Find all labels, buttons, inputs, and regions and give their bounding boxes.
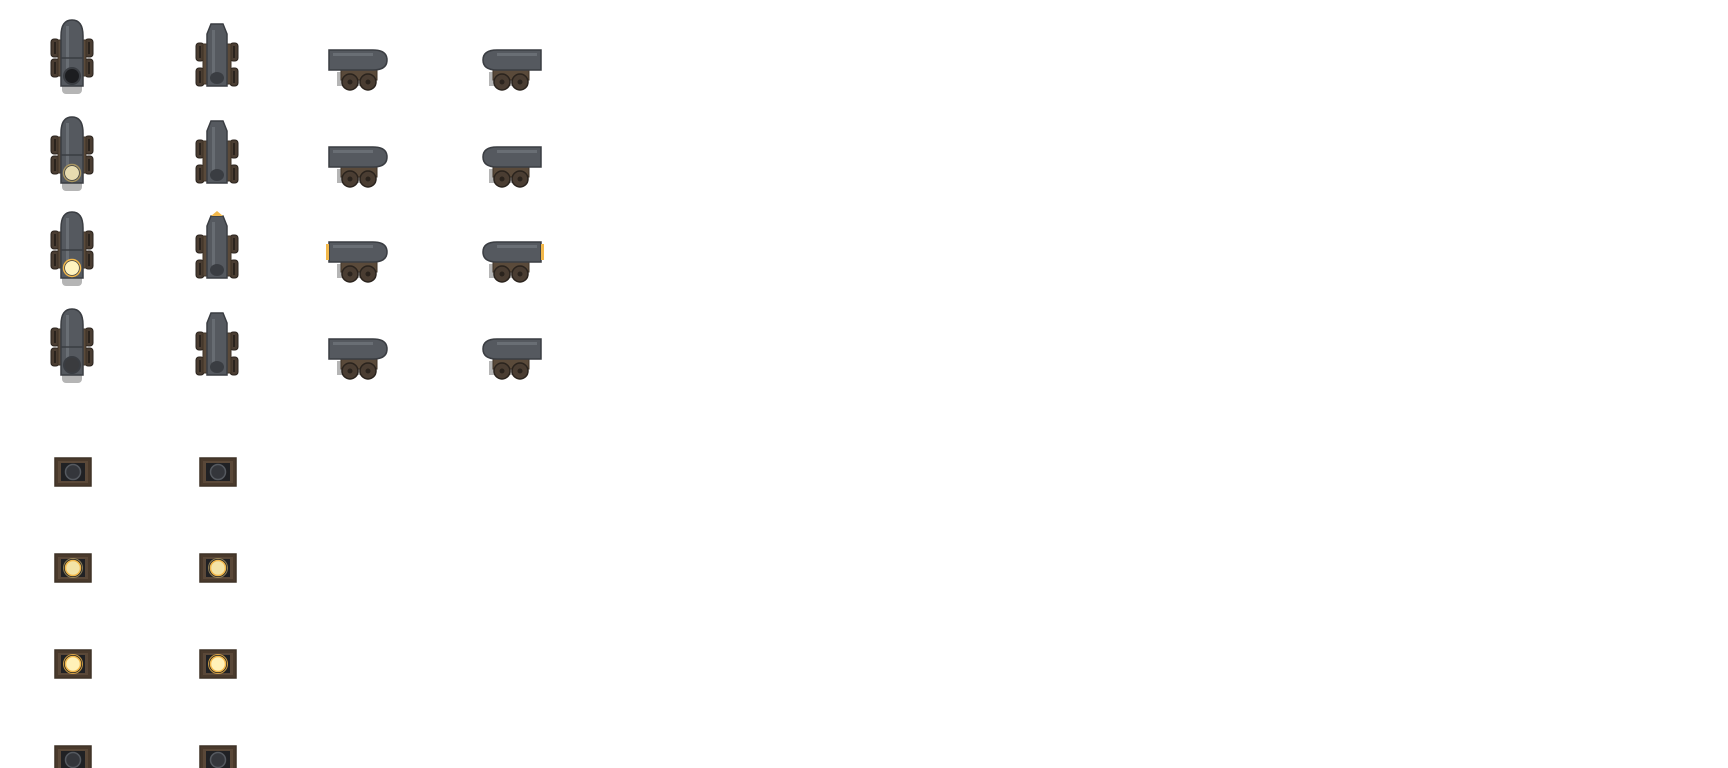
- cannon-port-sprite-r1-c1: [54, 457, 92, 487]
- cannon-port-sprite-r4-c2: [199, 745, 237, 768]
- cannon-sprite-front-r2: [50, 116, 94, 191]
- cannon-port-sprite-r3-c2: [199, 649, 237, 679]
- cannon-sprite-front-r4: [50, 308, 94, 383]
- cannon-port-sprite-r2-c1: [54, 553, 92, 583]
- cannon-sprite-back-r1: [195, 23, 239, 87]
- cannon-sprite-side-left-r3: [326, 241, 388, 283]
- cannon-sprite-side-left-r4: [328, 338, 388, 380]
- cannon-port-sprite-r4-c1: [54, 745, 92, 768]
- cannon-sprite-back-r4: [195, 312, 239, 376]
- cannon-port-sprite-r3-c1: [54, 649, 92, 679]
- cannon-sprite-back-r3: [195, 211, 239, 279]
- cannon-sprite-side-right-r4: [482, 338, 542, 380]
- cannon-sprite-front-r1: [50, 19, 94, 94]
- cannon-sprite-back-r2: [195, 120, 239, 184]
- cannon-sprite-side-right-r2: [482, 146, 542, 188]
- cannon-sprite-front-r3: [50, 211, 94, 286]
- cannon-sprite-side-left-r1: [328, 49, 388, 91]
- cannon-sprite-side-right-r1: [482, 49, 542, 91]
- cannon-port-sprite-r2-c2: [199, 553, 237, 583]
- cannon-port-sprite-r1-c2: [199, 457, 237, 487]
- cannon-sprite-side-right-r3: [482, 241, 544, 283]
- cannon-sprite-side-left-r2: [328, 146, 388, 188]
